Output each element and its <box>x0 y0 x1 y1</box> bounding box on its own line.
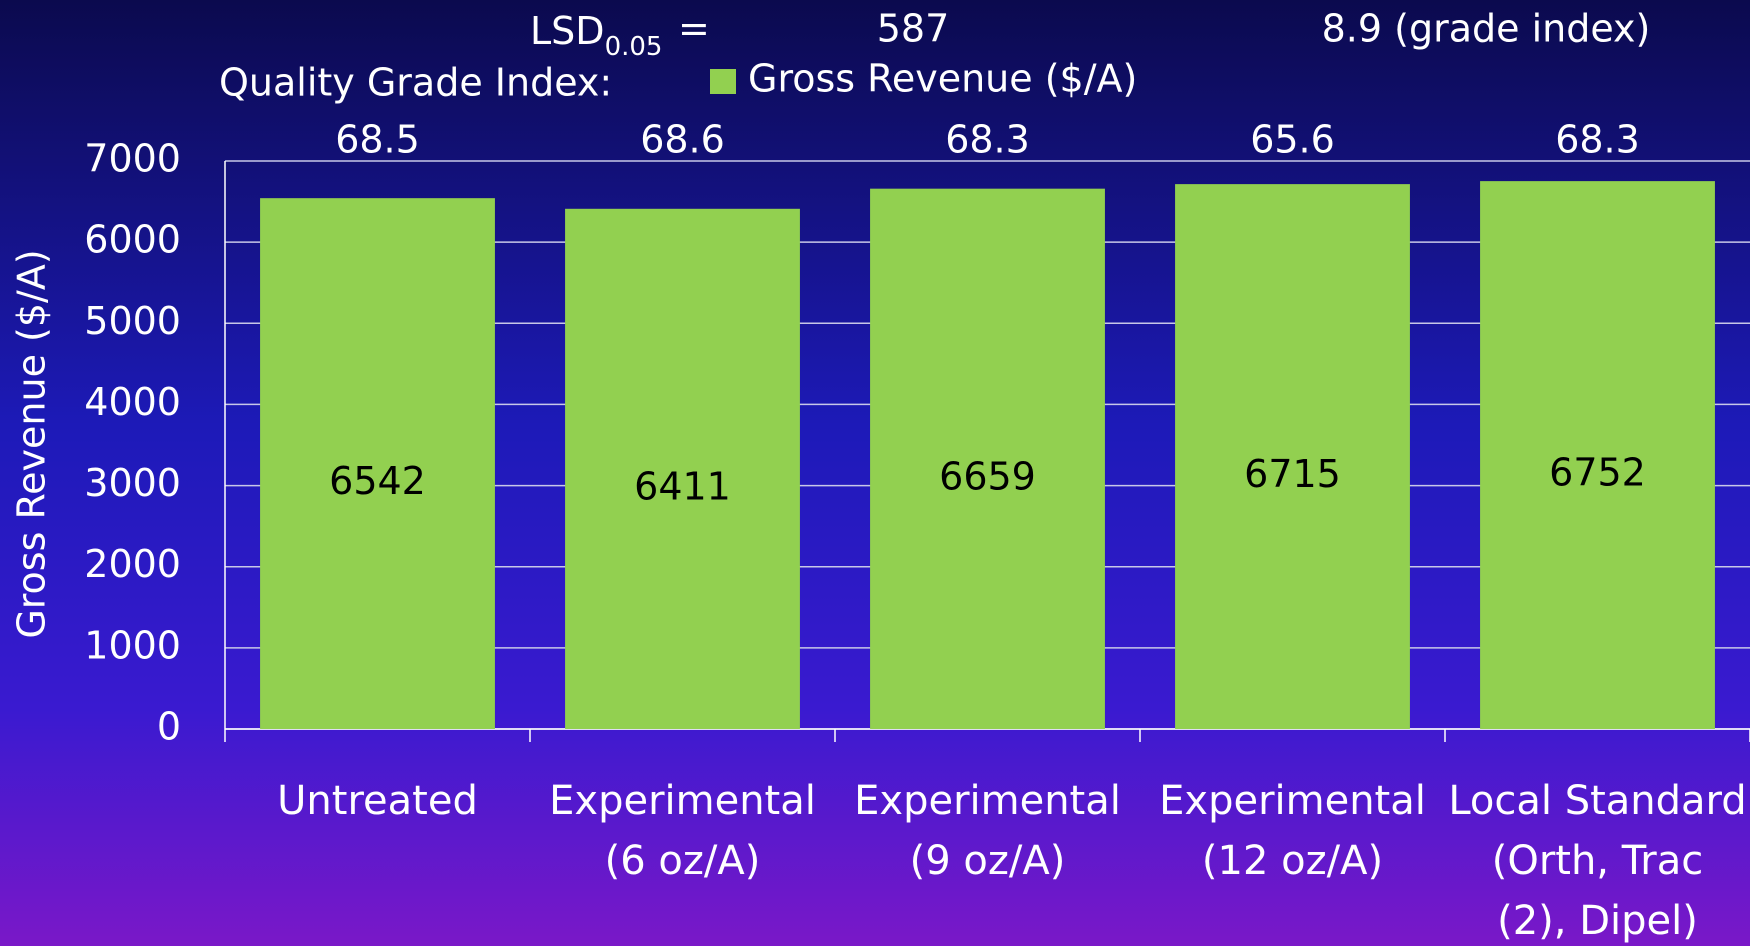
grade-value: 68.3 <box>945 118 1030 162</box>
x-tick-label: Experimental (6 oz/A) <box>549 778 816 884</box>
value-label: 6659 <box>939 454 1036 498</box>
grade-value: 68.5 <box>335 118 420 162</box>
y-tick-label: 0 <box>157 705 181 749</box>
x-tick-label-line: (12 oz/A) <box>1202 838 1383 884</box>
y-tick-label: 1000 <box>84 623 181 667</box>
x-tick-label-line: Local Standard <box>1448 778 1746 824</box>
bar <box>870 188 1105 730</box>
legend-swatch <box>710 69 736 94</box>
bar <box>565 208 800 729</box>
x-tick-label-line: (9 oz/A) <box>910 838 1066 884</box>
x-tick-label-line: Experimental <box>1159 778 1426 824</box>
bar <box>1175 184 1410 729</box>
y-tick-label: 5000 <box>84 299 181 343</box>
y-tick-label: 2000 <box>84 542 181 586</box>
lsd-equals: = <box>678 7 710 51</box>
grade-value: 68.6 <box>640 118 725 162</box>
y-tick-label: 3000 <box>84 461 181 505</box>
bar <box>1480 181 1715 730</box>
value-label: 6411 <box>634 464 731 508</box>
value-label: 6542 <box>329 459 426 503</box>
x-tick-label-line: (6 oz/A) <box>605 838 761 884</box>
value-label: 6715 <box>1244 452 1341 496</box>
x-tick-label-line: Untreated <box>277 778 478 824</box>
lsd-grade: 8.9 (grade index) <box>1322 7 1651 51</box>
x-tick-label-line: Experimental <box>549 778 816 824</box>
lsd-revenue: 587 <box>877 7 950 51</box>
lsd-text: LSD <box>530 9 605 53</box>
x-tick-label-line: Experimental <box>854 778 1121 824</box>
x-tick-label: Untreated <box>277 778 478 824</box>
y-tick-label: 7000 <box>84 137 181 181</box>
bar <box>260 198 495 729</box>
legend-label: Gross Revenue ($/A) <box>748 57 1137 101</box>
lsd-subscript: 0.05 <box>605 32 663 62</box>
lsd-label: LSD0.05 <box>530 9 662 62</box>
x-tick-label: Local Standard (Orth, Trac (2), Dipel) <box>1448 778 1746 944</box>
y-axis-label: Gross Revenue ($/A) <box>10 249 54 638</box>
x-tick-label-line: (Orth, Trac <box>1492 838 1704 884</box>
grade-value: 68.3 <box>1555 118 1640 162</box>
value-label: 6752 <box>1549 451 1646 495</box>
x-tick-label-line: (2), Dipel) <box>1497 898 1698 944</box>
y-tick-label: 6000 <box>84 218 181 262</box>
grade-value: 65.6 <box>1250 118 1335 162</box>
x-tick-label: Experimental (12 oz/A) <box>1159 778 1426 884</box>
x-tick-label: Experimental (9 oz/A) <box>854 778 1121 884</box>
y-tick-label: 4000 <box>84 380 181 424</box>
grade-label: Quality Grade Index: <box>219 61 612 105</box>
